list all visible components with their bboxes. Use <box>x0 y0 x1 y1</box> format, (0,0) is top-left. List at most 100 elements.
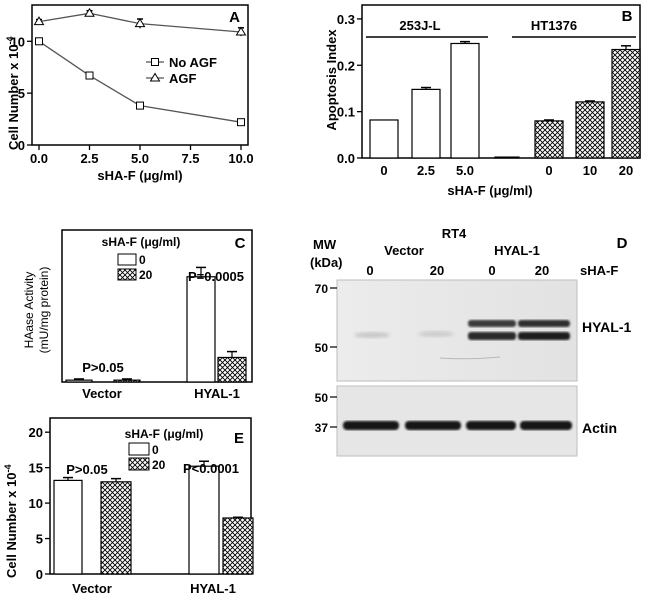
panel-a-xlabel: sHA-F (μg/ml) <box>97 168 182 183</box>
panel-c-bar <box>217 356 247 383</box>
panel-b: B Apoptosis Index 0.0 0.1 0.2 0.3 0 2.5 5.0 0 1… <box>324 4 641 198</box>
panel-c-legend-swatch-open <box>117 253 137 266</box>
panel-e-ytick-label: 0 <box>36 567 43 582</box>
panel-b-xtick-label: 2.5 <box>417 163 435 178</box>
panel-a-xtick-label: 5.0 <box>131 151 149 166</box>
panel-a-letter: A <box>229 9 240 26</box>
panel-a-point <box>136 101 144 110</box>
panel-a-point <box>235 26 247 36</box>
panel-b-ytick-label: 0.2 <box>337 58 355 73</box>
panel-e-ytick-label: 20 <box>29 425 43 440</box>
panel-e-yticks: 0 5 10 15 20 <box>29 425 50 582</box>
panel-b-group-ht1376: HT1376 <box>531 18 577 33</box>
panel-a-ylabel: Cell Number x 10-4 <box>5 36 21 150</box>
panel-a-series-line <box>38 40 242 123</box>
panel-e-legend-swatch-hatch <box>128 457 150 471</box>
panel-b-xlabel: sHA-F (μg/ml) <box>447 183 532 198</box>
panel-e-ytick-label: 5 <box>36 532 43 547</box>
panel-a-xtick-label: 0.0 <box>30 151 48 166</box>
panel-b-bar <box>411 88 441 159</box>
panel-c-xtick-hyal1: HYAL-1 <box>194 386 240 401</box>
panel-a-xtick-label: 2.5 <box>80 151 98 166</box>
blot-hyal1 <box>336 279 578 382</box>
panel-e-bars <box>53 460 254 575</box>
panel-b-group-253j: 253J-L <box>399 18 440 33</box>
panel-d-band-hyal1: HYAL-1 <box>582 319 631 335</box>
panel-a-legend-agf: AGF <box>169 71 197 86</box>
panel-e-bar <box>188 465 220 575</box>
panel-b-xtick-label: 0 <box>380 163 387 178</box>
panel-d: MW (kDa) RT4 Vector HYAL-1 D 0 20 0 20 s… <box>310 226 631 457</box>
panel-b-xticks: 0 2.5 5.0 0 10 20 <box>380 163 633 178</box>
panel-a-xticks: 0.0 2.5 5.0 7.5 10.0 <box>30 145 254 166</box>
panel-b-ytick-label: 0.0 <box>337 151 355 166</box>
panel-c-pvalue-vector: P>0.05 <box>82 360 124 375</box>
panel-b-bar <box>575 101 605 159</box>
panel-e-bar <box>100 481 132 575</box>
panel-c-legend-title: sHA-F (μg/ml) <box>102 235 181 249</box>
panel-c: C HAase Activity (mU/mg protein) sHA-F (… <box>22 229 253 401</box>
panel-e-pvalue-vector: P>0.05 <box>66 462 108 477</box>
panel-a-point <box>85 71 94 80</box>
panel-d-cell-line: RT4 <box>442 226 467 241</box>
panel-b-ytick-label: 0.3 <box>337 12 355 27</box>
legend-square-marker <box>151 58 159 66</box>
panel-d-group-vector: Vector <box>384 243 424 258</box>
panel-a-xtick-label: 7.5 <box>181 151 199 166</box>
panel-a-yticks: 0 5 10 <box>11 34 32 153</box>
panel-d-treatment: sHA-F <box>580 263 618 278</box>
panel-e-xtick-hyal1: HYAL-1 <box>190 581 236 596</box>
panel-e-frame <box>49 417 252 575</box>
panel-a-xtick-label: 10.0 <box>228 151 253 166</box>
panel-a-ytick-label: 5 <box>18 86 25 101</box>
panel-d-marker-70: 70 <box>315 282 329 296</box>
panel-e-ylabel: Cell Number x 10-4 <box>3 464 19 578</box>
panel-c-legend-20: 20 <box>139 268 153 282</box>
panel-b-bar <box>611 48 641 159</box>
panel-b-ylabel: Apoptosis Index <box>324 29 339 131</box>
panel-b-bar <box>369 119 399 159</box>
panel-b-xtick-label: 20 <box>619 163 633 178</box>
panel-a-series <box>33 7 247 127</box>
panel-c-ylabel-line1: HAase Activity <box>22 272 36 349</box>
panel-d-lane-3: 0 <box>488 263 495 278</box>
panel-b-xtick-label: 10 <box>583 163 597 178</box>
panel-a-ytick-label: 10 <box>11 34 25 49</box>
panel-a-point <box>134 18 146 28</box>
panel-d-letter: D <box>617 235 628 252</box>
panel-b-bar <box>534 120 564 159</box>
panel-c-pvalue-hyal1: P=0.0005 <box>188 269 244 284</box>
panel-e-ytick-label: 10 <box>29 496 43 511</box>
panel-a-point <box>35 37 43 46</box>
panel-d-mw: MW <box>313 237 337 252</box>
panel-d-kda: (kDa) <box>310 255 343 270</box>
panel-a-point <box>84 7 95 17</box>
panel-c-bar <box>186 276 216 383</box>
panel-d-marker-50-top: 50 <box>315 341 329 355</box>
panel-d-lane-4: 20 <box>535 263 549 278</box>
panel-a-legend-no-agf: No AGF <box>169 55 217 70</box>
panel-b-xtick-label: 0 <box>545 163 552 178</box>
panel-b-ytick-label: 0.1 <box>337 105 355 120</box>
panel-b-xtick-label: 5.0 <box>456 163 474 178</box>
panel-a-point <box>33 16 45 26</box>
panel-e-pvalue-hyal1: P<0.0001 <box>183 461 239 476</box>
panel-e-letter: E <box>234 430 244 447</box>
panel-a-point <box>237 118 245 127</box>
panel-e-legend-title: sHA-F (μg/ml) <box>125 427 204 441</box>
panel-c-xtick-vector: Vector <box>82 386 122 401</box>
panel-b-bar <box>494 156 520 159</box>
panel-e-ytick-label: 15 <box>29 461 43 476</box>
panel-e-xtick-vector: Vector <box>72 581 112 596</box>
panel-e-bar <box>222 517 254 575</box>
panel-e-bar <box>53 479 83 575</box>
panel-e: E Cell Number x 10-4 0 5 10 15 20 sHA-F (μg/… <box>3 417 254 596</box>
panel-e-legend-swatch-open <box>128 442 150 456</box>
panel-a-legend: No AGF AGF <box>146 55 217 86</box>
panel-a-ytick-label: 0 <box>18 138 25 153</box>
panel-c-bars <box>65 266 247 383</box>
panel-c-ylabel-line2: (mU/mg protein) <box>37 267 51 354</box>
panel-c-frame <box>61 229 253 383</box>
panel-a: A Cell Number x 10-4 0 5 10 0.0 2.5 5.0 7.5 10… <box>5 4 254 183</box>
